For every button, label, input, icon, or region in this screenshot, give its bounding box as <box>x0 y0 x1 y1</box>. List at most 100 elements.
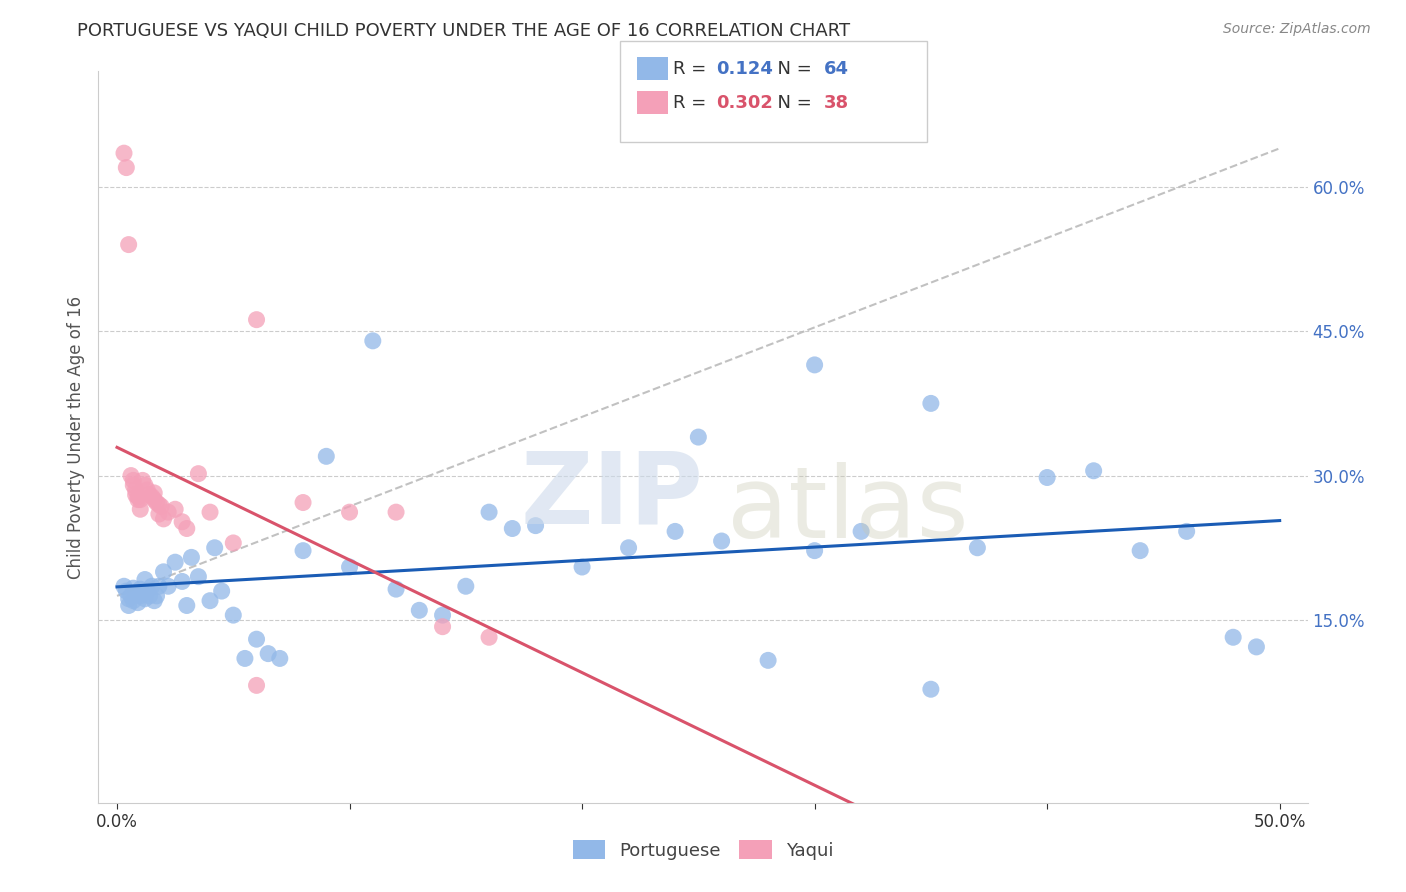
Point <box>143 486 166 500</box>
Point <box>269 651 291 665</box>
Text: N =: N = <box>766 94 818 112</box>
Point <box>180 550 202 565</box>
Point <box>131 586 153 600</box>
Point <box>176 599 198 613</box>
Legend: Portuguese, Yaqui: Portuguese, Yaqui <box>565 833 841 867</box>
Point <box>134 591 156 606</box>
Point <box>131 474 153 488</box>
Point <box>152 512 174 526</box>
Y-axis label: Child Poverty Under the Age of 16: Child Poverty Under the Age of 16 <box>66 295 84 579</box>
Point <box>204 541 226 555</box>
Text: 64: 64 <box>824 60 849 78</box>
Point <box>222 536 245 550</box>
Point <box>245 312 267 326</box>
Point <box>134 573 156 587</box>
Point <box>664 524 686 539</box>
Point <box>120 468 142 483</box>
Point <box>165 555 187 569</box>
Point <box>124 586 146 600</box>
Text: atlas: atlas <box>727 462 969 558</box>
Point <box>122 478 145 492</box>
Text: 38: 38 <box>824 94 849 112</box>
Point <box>756 653 779 667</box>
Point <box>129 502 152 516</box>
Text: R =: R = <box>673 94 713 112</box>
Point <box>112 579 135 593</box>
Point <box>222 608 245 623</box>
Point <box>176 521 198 535</box>
Point <box>385 505 408 519</box>
Point <box>339 505 361 519</box>
Point <box>148 579 170 593</box>
Point <box>138 488 160 502</box>
Point <box>124 483 146 497</box>
Point <box>129 589 152 603</box>
Text: PORTUGUESE VS YAQUI CHILD POVERTY UNDER THE AGE OF 16 CORRELATION CHART: PORTUGUESE VS YAQUI CHILD POVERTY UNDER … <box>77 22 851 40</box>
Point <box>157 505 180 519</box>
Point <box>408 603 430 617</box>
Point <box>920 396 942 410</box>
Point <box>148 507 170 521</box>
Point <box>524 518 547 533</box>
Point <box>127 492 149 507</box>
Point <box>136 483 159 497</box>
Point <box>145 495 167 509</box>
Point <box>292 543 315 558</box>
Point <box>115 584 138 599</box>
Point <box>361 334 384 348</box>
Point <box>1129 543 1152 558</box>
Point <box>152 565 174 579</box>
Point <box>141 579 163 593</box>
Point <box>1175 524 1198 539</box>
Point <box>1083 464 1105 478</box>
Point <box>966 541 988 555</box>
Point <box>187 467 209 481</box>
Point <box>571 560 593 574</box>
Point <box>141 490 163 504</box>
Point <box>1246 640 1268 654</box>
Point <box>339 560 361 574</box>
Point <box>134 478 156 492</box>
Point <box>432 620 454 634</box>
Point <box>157 579 180 593</box>
Point <box>143 492 166 507</box>
Point <box>292 495 315 509</box>
Text: N =: N = <box>766 60 818 78</box>
Point <box>617 541 640 555</box>
Point <box>245 632 267 647</box>
Point <box>118 599 141 613</box>
Text: ZIP: ZIP <box>520 447 703 544</box>
Point <box>120 589 142 603</box>
Point <box>122 581 145 595</box>
Point <box>127 490 149 504</box>
Point <box>478 505 501 519</box>
Text: 0.302: 0.302 <box>716 94 772 112</box>
Point <box>920 682 942 697</box>
Point <box>150 500 173 514</box>
Point <box>145 589 167 603</box>
Point <box>118 237 141 252</box>
Point <box>501 521 523 535</box>
Point <box>198 593 221 607</box>
Point <box>165 502 187 516</box>
Point <box>172 574 194 589</box>
Point <box>118 591 141 606</box>
Point <box>115 161 138 175</box>
Point <box>172 515 194 529</box>
Point <box>688 430 710 444</box>
Point <box>138 589 160 603</box>
Point <box>849 524 872 539</box>
Point <box>1222 630 1244 644</box>
Point <box>245 678 267 692</box>
Point <box>432 608 454 623</box>
Point <box>187 569 209 583</box>
Point <box>803 358 825 372</box>
Point <box>315 450 337 464</box>
Point <box>257 647 280 661</box>
Point <box>803 543 825 558</box>
Point <box>148 498 170 512</box>
Point <box>143 593 166 607</box>
Point <box>1036 470 1059 484</box>
Point <box>385 582 408 596</box>
Point <box>136 584 159 599</box>
